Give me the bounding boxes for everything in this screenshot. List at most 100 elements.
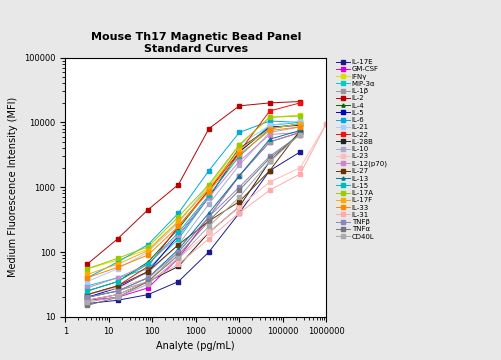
IL-31	[297, 172, 303, 176]
Line: IL-23: IL-23	[85, 122, 327, 296]
IL-28B	[297, 130, 303, 135]
IL-13	[236, 174, 242, 178]
X-axis label: Analyte (pg/mL): Analyte (pg/mL)	[156, 341, 234, 351]
MIP-3α	[84, 284, 90, 288]
IL-5	[114, 286, 120, 290]
IL-21	[205, 183, 211, 187]
IL-17A	[114, 256, 120, 260]
IL-23	[84, 292, 90, 297]
IL-27	[266, 168, 272, 173]
MIP-3α	[266, 123, 272, 127]
IFNγ	[175, 219, 181, 223]
Line: TNFβ: TNFβ	[85, 133, 301, 299]
IL-17E	[266, 168, 272, 173]
IL-17A	[84, 267, 90, 271]
IL-21	[266, 123, 272, 127]
IL-28B	[84, 298, 90, 302]
TNFβ	[175, 250, 181, 254]
IL-17F	[145, 248, 151, 253]
Line: CD40L: CD40L	[85, 133, 301, 303]
IL-2	[84, 262, 90, 266]
MIP-3α	[205, 195, 211, 199]
CD40L	[297, 132, 303, 137]
IL-4	[84, 289, 90, 293]
IL-17E	[236, 211, 242, 215]
Line: IL-6: IL-6	[85, 119, 301, 279]
IL-21	[114, 267, 120, 271]
Line: IL-33: IL-33	[85, 125, 301, 279]
IL-33	[175, 224, 181, 228]
Line: IL-27: IL-27	[85, 129, 301, 296]
IL-22	[175, 224, 181, 228]
GM-CSF	[84, 298, 90, 302]
IL-33	[114, 265, 120, 270]
IL-17E	[175, 279, 181, 284]
Line: IL-15: IL-15	[85, 122, 301, 293]
IL-17A	[175, 215, 181, 219]
IL-13	[266, 137, 272, 141]
MIP-3α	[114, 276, 120, 280]
IL-10	[205, 202, 211, 206]
Line: IL-17E: IL-17E	[85, 150, 301, 305]
IL-12(p70)	[205, 195, 211, 199]
IL-17E	[297, 150, 303, 154]
IL-1β	[205, 215, 211, 219]
IL-13	[205, 211, 211, 215]
IL-21	[175, 221, 181, 225]
IL-15	[297, 122, 303, 126]
IL-5	[145, 269, 151, 274]
GM-CSF	[205, 215, 211, 219]
IL-17F	[266, 126, 272, 131]
TNFβ	[266, 154, 272, 158]
IL-5	[175, 233, 181, 238]
Line: IL-17F: IL-17F	[85, 122, 301, 276]
IL-13	[84, 295, 90, 300]
TNFα	[114, 295, 120, 300]
CD40L	[266, 159, 272, 163]
IL-28B	[114, 292, 120, 297]
IL-2	[114, 237, 120, 241]
Line: GM-CSF: GM-CSF	[85, 131, 301, 302]
IL-5	[84, 295, 90, 300]
IFNγ	[236, 143, 242, 147]
IL-17E	[114, 298, 120, 302]
TNFα	[205, 219, 211, 223]
Line: IL-1β: IL-1β	[85, 131, 301, 299]
IL-4	[236, 146, 242, 150]
IL-31	[323, 122, 329, 126]
GM-CSF	[236, 174, 242, 178]
IL-12(p70)	[114, 276, 120, 280]
IL-31	[114, 292, 120, 297]
TNFβ	[145, 276, 151, 280]
IL-27	[145, 269, 151, 274]
Line: IL-21: IL-21	[85, 119, 301, 283]
IL-23	[297, 166, 303, 170]
IL-10	[145, 270, 151, 275]
IL-12(p70)	[266, 132, 272, 137]
Line: IFNγ: IFNγ	[85, 113, 301, 271]
IL-31	[84, 298, 90, 302]
IL-13	[297, 128, 303, 132]
IL-15	[266, 126, 272, 131]
CD40L	[175, 256, 181, 260]
IL-28B	[175, 264, 181, 269]
IL-15	[205, 193, 211, 197]
Legend: IL-17E, GM-CSF, IFNγ, MIP-3α, IL-1β, IL-2, IL-4, IL-5, IL-6, IL-21, IL-22, IL-28: IL-17E, GM-CSF, IFNγ, MIP-3α, IL-1β, IL-…	[334, 58, 388, 240]
IL-22	[236, 150, 242, 154]
IL-12(p70)	[175, 233, 181, 238]
Y-axis label: Medium Fluorescence Intensity (MFI): Medium Fluorescence Intensity (MFI)	[9, 97, 19, 277]
IL-6	[297, 120, 303, 125]
IL-5	[266, 125, 272, 129]
IL-28B	[145, 279, 151, 284]
TNFβ	[236, 185, 242, 189]
IL-17F	[84, 272, 90, 276]
IL-12(p70)	[297, 130, 303, 135]
IL-17F	[297, 122, 303, 126]
TNFα	[145, 279, 151, 284]
IL-27	[205, 219, 211, 223]
GM-CSF	[297, 130, 303, 135]
IFNγ	[266, 115, 272, 120]
IL-2	[175, 183, 181, 187]
IL-10	[297, 125, 303, 129]
TNFβ	[114, 289, 120, 293]
